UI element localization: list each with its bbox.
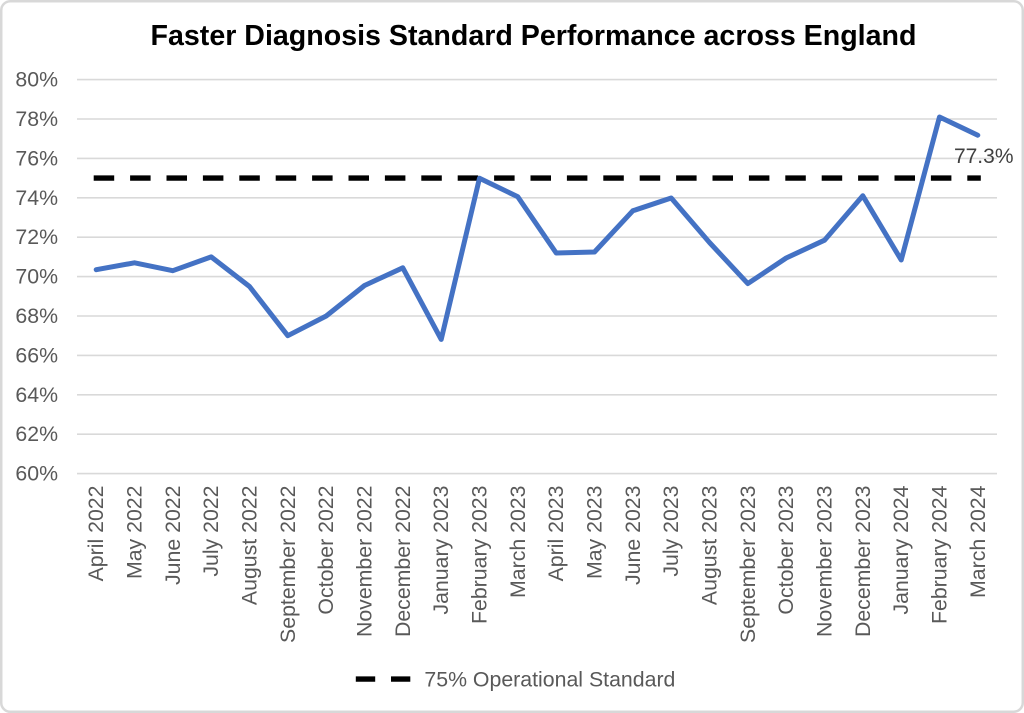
svg-text:December 2023: December 2023 — [851, 486, 875, 638]
svg-text:April 2023: April 2023 — [544, 486, 568, 582]
svg-text:December 2022: December 2022 — [391, 486, 415, 638]
svg-text:November 2023: November 2023 — [813, 486, 837, 638]
svg-text:74%: 74% — [15, 186, 58, 210]
svg-text:July 2022: July 2022 — [199, 486, 223, 577]
svg-text:March 2024: March 2024 — [966, 485, 990, 598]
svg-text:62%: 62% — [15, 422, 58, 446]
svg-text:75% Operational Standard: 75% Operational Standard — [424, 668, 675, 692]
svg-text:June 2023: June 2023 — [621, 486, 645, 585]
svg-text:September 2022: September 2022 — [276, 486, 300, 643]
svg-text:72%: 72% — [15, 225, 58, 249]
svg-text:August 2022: August 2022 — [238, 486, 262, 606]
svg-text:70%: 70% — [15, 265, 58, 289]
svg-text:66%: 66% — [15, 343, 58, 367]
svg-text:October 2023: October 2023 — [774, 486, 798, 615]
svg-text:September 2023: September 2023 — [736, 486, 760, 643]
svg-text:November 2022: November 2022 — [353, 486, 377, 638]
svg-text:64%: 64% — [15, 383, 58, 407]
svg-text:July 2023: July 2023 — [659, 486, 683, 577]
svg-text:May 2023: May 2023 — [583, 486, 607, 580]
svg-text:Faster Diagnosis Standard Perf: Faster Diagnosis Standard Performance ac… — [151, 20, 917, 52]
svg-text:78%: 78% — [15, 107, 58, 131]
svg-text:77.3%: 77.3% — [954, 145, 1014, 168]
svg-text:October 2022: October 2022 — [314, 486, 338, 615]
svg-text:76%: 76% — [15, 146, 58, 170]
svg-text:June 2022: June 2022 — [161, 486, 185, 585]
svg-text:60%: 60% — [15, 462, 58, 486]
svg-text:January 2023: January 2023 — [429, 486, 453, 615]
svg-text:March 2023: March 2023 — [506, 486, 530, 598]
svg-text:April 2022: April 2022 — [84, 486, 108, 582]
svg-text:January 2024: January 2024 — [889, 485, 913, 614]
svg-text:February 2024: February 2024 — [928, 485, 952, 624]
svg-text:68%: 68% — [15, 304, 58, 328]
svg-text:August 2023: August 2023 — [698, 486, 722, 606]
svg-text:80%: 80% — [15, 68, 58, 92]
svg-text:February 2023: February 2023 — [468, 486, 492, 625]
svg-text:May 2022: May 2022 — [123, 486, 147, 580]
